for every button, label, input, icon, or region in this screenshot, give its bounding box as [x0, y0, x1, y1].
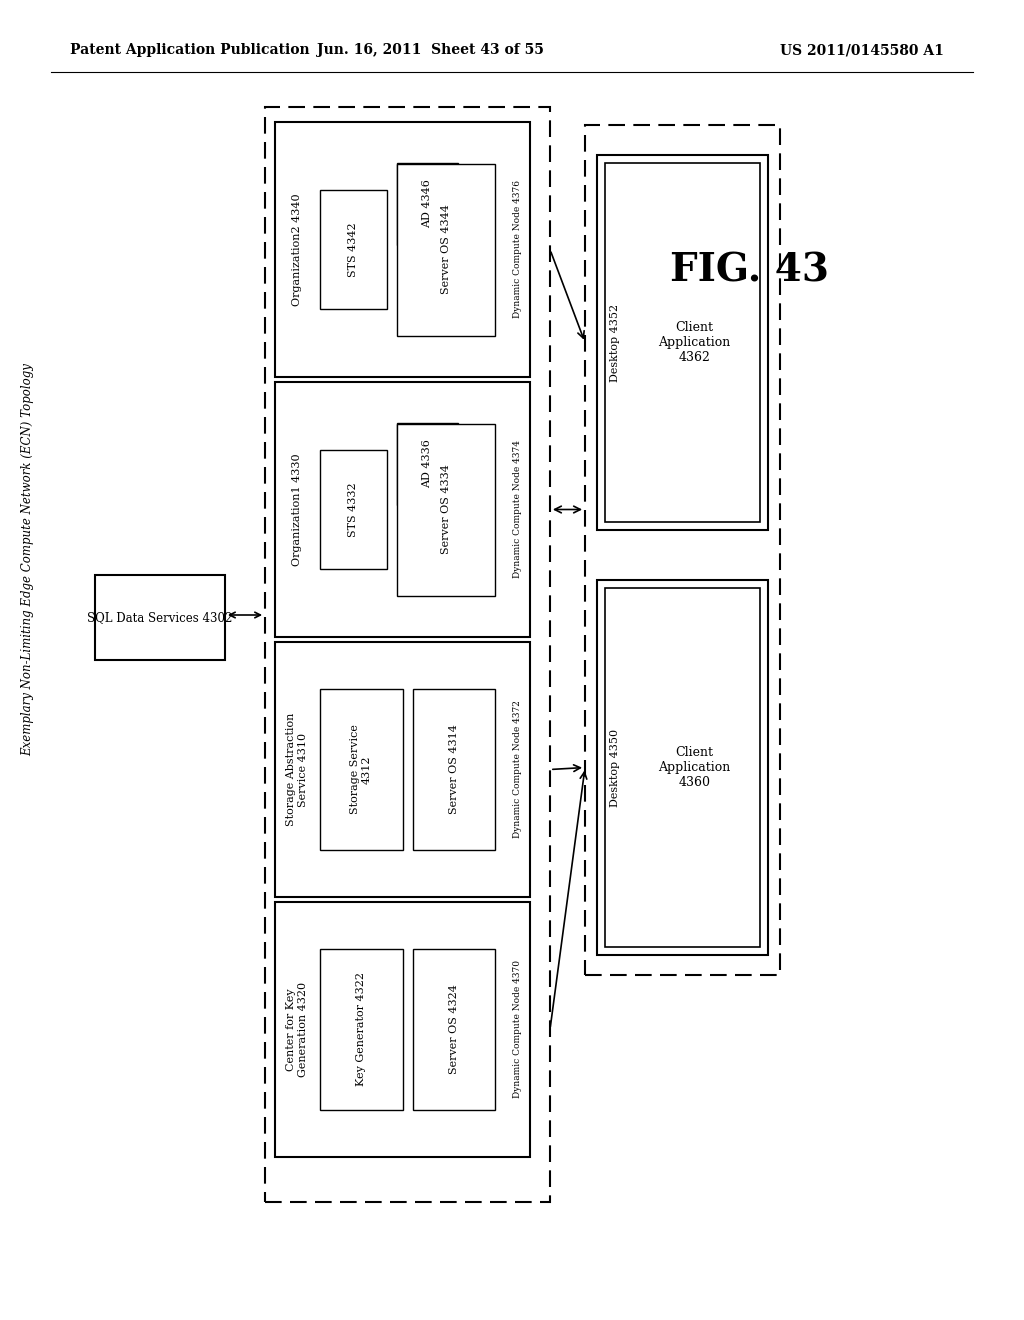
Text: SQL Data Services 4302: SQL Data Services 4302	[87, 611, 232, 624]
Text: Dynamic Compute Node 4372: Dynamic Compute Node 4372	[513, 701, 522, 838]
Text: Desktop 4350: Desktop 4350	[610, 729, 620, 807]
Text: Organization2 4340: Organization2 4340	[292, 193, 302, 306]
Bar	[319, 949, 402, 1110]
Bar	[585, 125, 780, 975]
Bar	[275, 121, 530, 378]
Bar	[275, 381, 530, 638]
Bar	[275, 902, 530, 1158]
Text: Key Generator 4322: Key Generator 4322	[356, 973, 367, 1086]
Text: STS 4342: STS 4342	[348, 222, 358, 277]
Text: Client
Application
4360: Client Application 4360	[658, 746, 731, 789]
Text: Server OS 4334: Server OS 4334	[440, 465, 451, 554]
Bar	[597, 579, 768, 954]
Bar	[413, 949, 495, 1110]
Bar	[597, 154, 768, 531]
Text: FIG. 43: FIG. 43	[671, 251, 829, 289]
Text: US 2011/0145580 A1: US 2011/0145580 A1	[780, 44, 944, 57]
Bar	[396, 164, 495, 335]
Text: Dynamic Compute Node 4370: Dynamic Compute Node 4370	[513, 961, 522, 1098]
Bar	[605, 162, 760, 521]
Bar	[396, 422, 458, 504]
Bar	[319, 190, 386, 309]
Text: Server OS 4324: Server OS 4324	[449, 985, 459, 1074]
Text: Organization1 4330: Organization1 4330	[292, 453, 302, 566]
Text: Storage Service
4312: Storage Service 4312	[350, 725, 372, 814]
Text: Center for Key
Generation 4320: Center for Key Generation 4320	[286, 982, 308, 1077]
Text: AD 4336: AD 4336	[422, 440, 432, 488]
Bar	[95, 576, 225, 660]
Text: AD 4346: AD 4346	[422, 180, 432, 228]
Bar	[319, 450, 386, 569]
Text: Desktop 4352: Desktop 4352	[610, 304, 620, 381]
Bar	[413, 689, 495, 850]
Text: Patent Application Publication: Patent Application Publication	[70, 44, 309, 57]
Text: Dynamic Compute Node 4376: Dynamic Compute Node 4376	[513, 181, 522, 318]
Bar	[265, 107, 550, 1203]
Bar	[396, 424, 495, 595]
Bar	[605, 587, 760, 946]
Text: Storage Abstraction
Service 4310: Storage Abstraction Service 4310	[286, 713, 308, 826]
Text: STS 4332: STS 4332	[348, 482, 358, 537]
Text: Jun. 16, 2011  Sheet 43 of 55: Jun. 16, 2011 Sheet 43 of 55	[316, 44, 544, 57]
Text: Dynamic Compute Node 4374: Dynamic Compute Node 4374	[513, 441, 522, 578]
Bar	[396, 162, 458, 244]
Bar	[319, 689, 402, 850]
Text: Exemplary Non-Limiting Edge Compute Network (ECN) Topology: Exemplary Non-Limiting Edge Compute Netw…	[22, 363, 35, 756]
Text: Server OS 4344: Server OS 4344	[440, 205, 451, 294]
Text: Client
Application
4362: Client Application 4362	[658, 321, 731, 364]
Text: Server OS 4314: Server OS 4314	[449, 725, 459, 814]
Bar	[275, 642, 530, 898]
